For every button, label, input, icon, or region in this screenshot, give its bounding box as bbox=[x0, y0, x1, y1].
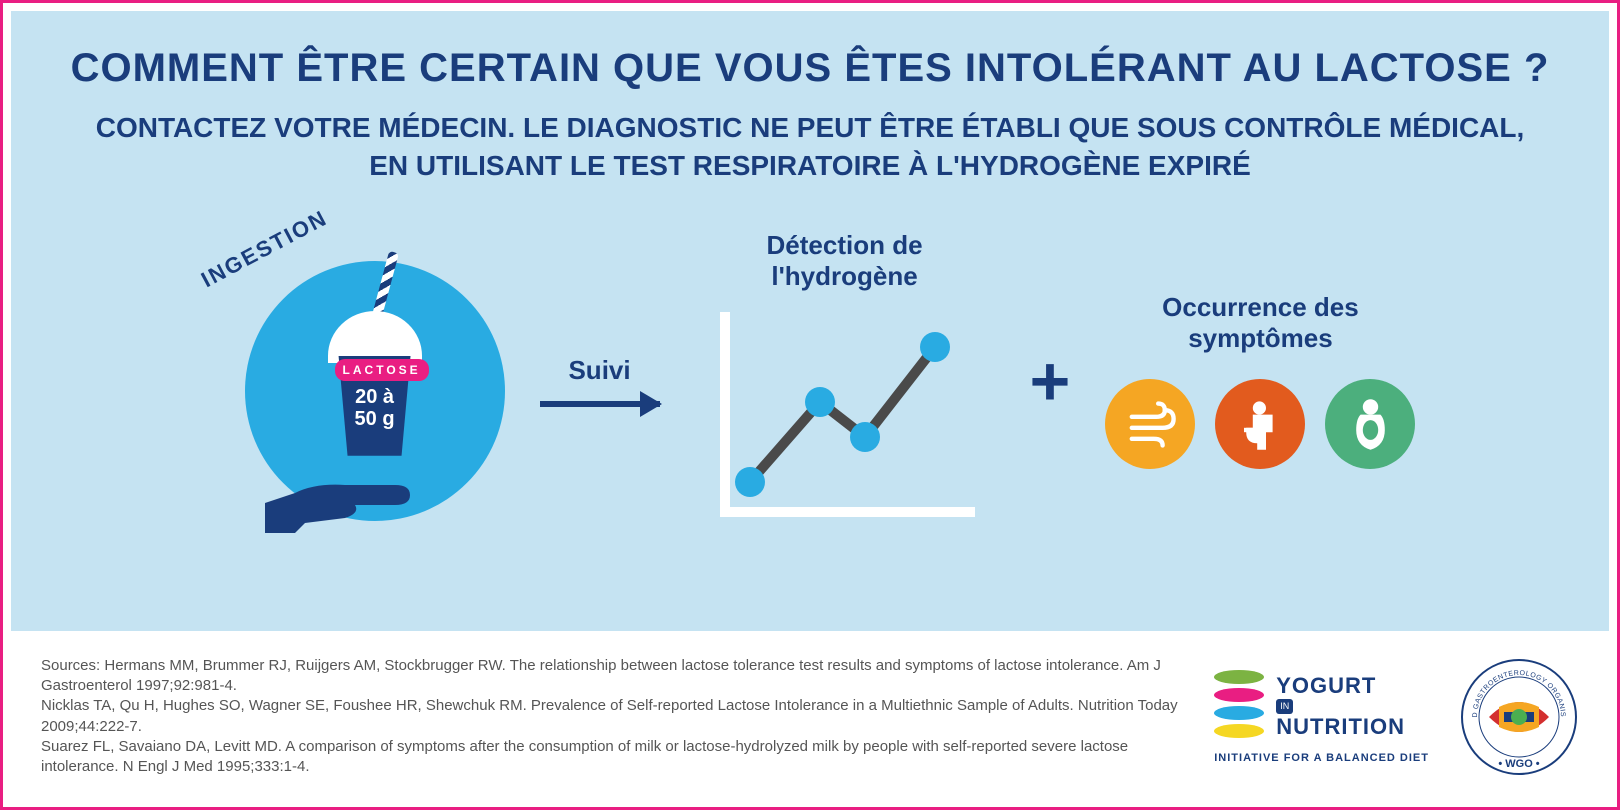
suivi-label: Suivi bbox=[540, 355, 660, 386]
yin-pill bbox=[1214, 670, 1264, 684]
wgo-abbrev: • WGO • bbox=[1498, 758, 1539, 770]
stomach-icon bbox=[1325, 379, 1415, 469]
symptoms-label-line2: symptômes bbox=[1188, 323, 1333, 353]
symptoms-label: Occurrence des symptômes bbox=[1105, 292, 1415, 354]
symptoms-block: Occurrence des symptômes bbox=[1105, 292, 1415, 469]
subtitle-line2: EN UTILISANT LE TEST RESPIRATOIRE À L'HY… bbox=[369, 150, 1251, 181]
suivi-block: Suivi bbox=[540, 355, 660, 407]
yin-word1: YOGURT bbox=[1276, 675, 1376, 697]
symptoms-icons-row bbox=[1105, 379, 1415, 469]
wind-icon bbox=[1105, 379, 1195, 469]
main-title: COMMENT ÊTRE CERTAIN QUE VOUS ÊTES INTOL… bbox=[11, 46, 1609, 91]
amount-line2: 50 g bbox=[355, 408, 395, 430]
chart-icon bbox=[710, 312, 980, 532]
subtitle: CONTACTEZ VOTRE MÉDECIN. LE DIAGNOSTIC N… bbox=[11, 109, 1609, 185]
subtitle-line1: CONTACTEZ VOTRE MÉDECIN. LE DIAGNOSTIC N… bbox=[96, 112, 1525, 143]
lactose-pill: LACTOSE bbox=[335, 359, 429, 381]
ingestion-block: INGESTION 20 à 50 g LACTOSE bbox=[205, 231, 505, 531]
sources-text: Sources: Hermans MM, Brummer RJ, Ruijger… bbox=[41, 656, 1184, 778]
yin-pills-icon bbox=[1214, 670, 1264, 738]
amount-line1: 20 à bbox=[355, 386, 394, 408]
chart-label-line2: l'hydrogène bbox=[771, 261, 917, 291]
yin-pill bbox=[1214, 688, 1264, 702]
yin-pill bbox=[1214, 724, 1264, 738]
yin-pill bbox=[1214, 706, 1264, 720]
yin-tagline: INITIATIVE FOR A BALANCED DIET bbox=[1214, 752, 1429, 764]
chart-label-line1: Détection de bbox=[767, 230, 923, 260]
footer: Sources: Hermans MM, Brummer RJ, Ruijger… bbox=[11, 634, 1609, 799]
wgo-logo: • WGO • WORLD GASTROENTEROLOGY ORGANISAT… bbox=[1459, 657, 1579, 777]
symptoms-label-line1: Occurrence des bbox=[1162, 292, 1359, 322]
chart-block: Détection de l'hydrogène bbox=[695, 230, 995, 532]
flow-row: INGESTION 20 à 50 g LACTOSE Suivi bbox=[11, 230, 1609, 532]
chart-label: Détection de l'hydrogène bbox=[695, 230, 995, 292]
yin-word2: NUTRITION bbox=[1276, 716, 1405, 738]
ingestion-circle: 20 à 50 g LACTOSE bbox=[245, 261, 505, 521]
yogurt-in-nutrition-logo: YOGURT IN NUTRITION INITIATIVE FOR A BAL… bbox=[1214, 670, 1429, 764]
hand-icon bbox=[265, 453, 425, 533]
main-panel: COMMENT ÊTRE CERTAIN QUE VOUS ÊTES INTOL… bbox=[11, 11, 1609, 631]
yin-word-in: IN bbox=[1276, 699, 1293, 714]
plus-icon: + bbox=[1030, 341, 1071, 421]
arrow-icon bbox=[540, 401, 660, 407]
toilet-icon bbox=[1215, 379, 1305, 469]
